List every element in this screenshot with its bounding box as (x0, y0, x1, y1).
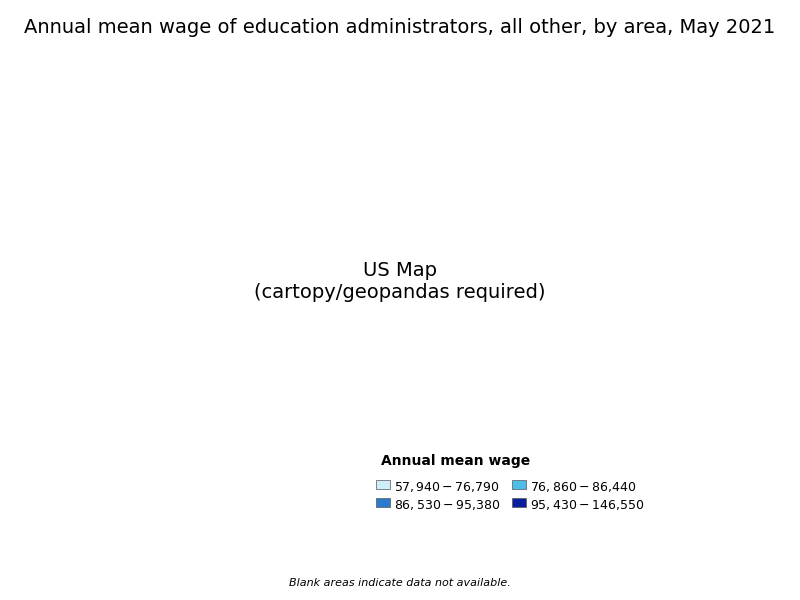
Text: US Map
(cartopy/geopandas required): US Map (cartopy/geopandas required) (254, 262, 546, 302)
Text: $95,430 - $146,550: $95,430 - $146,550 (530, 497, 645, 512)
Text: Blank areas indicate data not available.: Blank areas indicate data not available. (289, 578, 511, 588)
Text: Annual mean wage: Annual mean wage (382, 454, 530, 468)
Text: $86,530 - $95,380: $86,530 - $95,380 (394, 497, 501, 512)
Text: Annual mean wage of education administrators, all other, by area, May 2021: Annual mean wage of education administra… (24, 18, 776, 37)
Text: $57,940 - $76,790: $57,940 - $76,790 (394, 479, 500, 494)
Text: $76,860 - $86,440: $76,860 - $86,440 (530, 479, 637, 494)
